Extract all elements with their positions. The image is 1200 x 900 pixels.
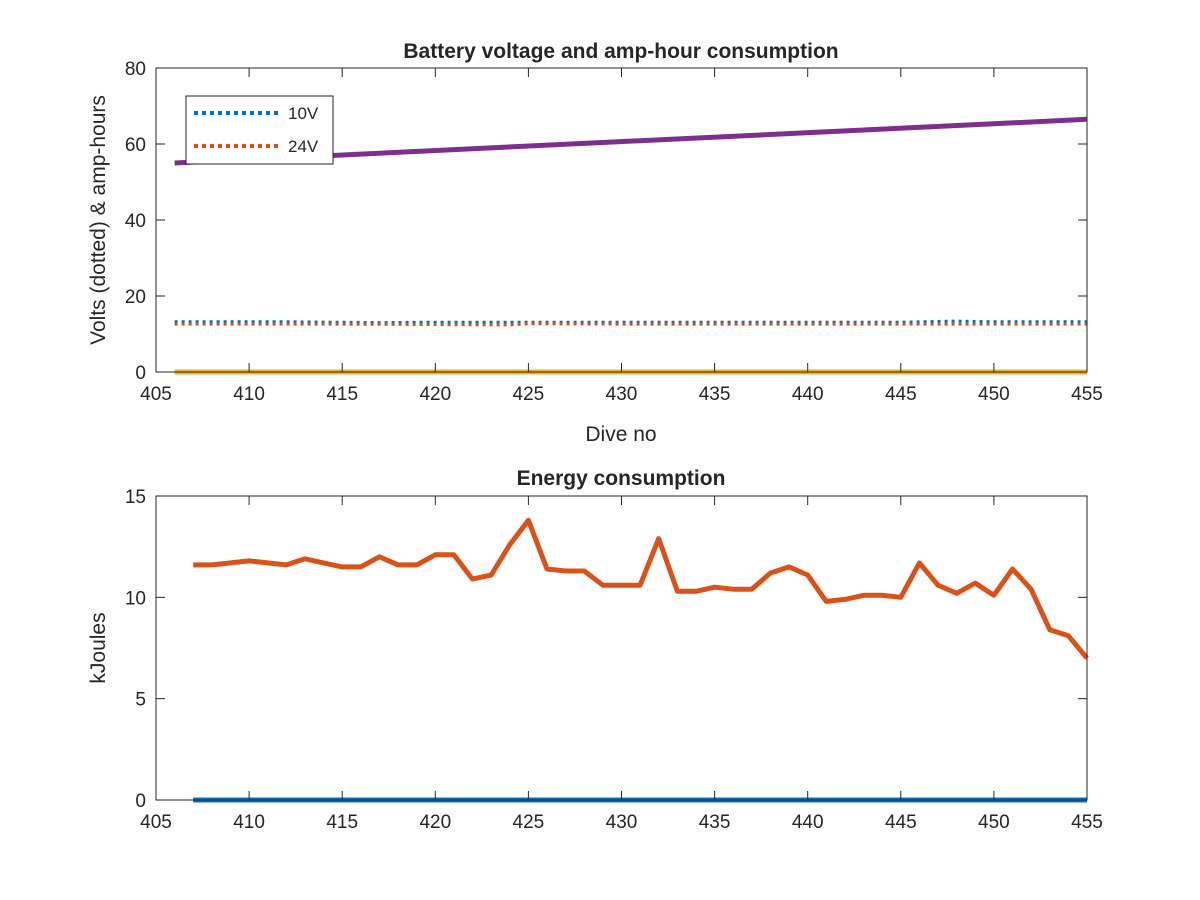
voltage-plot-xtick-label: 450 — [978, 384, 1010, 405]
legend-label-24v: 24V — [288, 137, 319, 156]
voltage-plot-title: Battery voltage and amp-hour consumption — [403, 40, 838, 63]
energy-plot-xtick-label: 410 — [233, 812, 265, 833]
voltage-plot-series-24v-line — [174, 322, 1087, 327]
voltage-plot-xtick-label: 435 — [699, 384, 731, 405]
energy-plot-ytick-label: 5 — [135, 690, 146, 711]
energy-plot-xtick-label: 450 — [978, 812, 1010, 833]
voltage-plot-ylabel: Volts (dotted) & amp-hours — [87, 95, 110, 345]
voltage-plot-xtick-label: 440 — [792, 384, 824, 405]
legend-box — [185, 95, 334, 165]
energy-plot-ytick-label: 0 — [135, 791, 146, 812]
voltage-plot-xtick-label: 420 — [419, 384, 451, 405]
energy-plot-xtick-label: 425 — [513, 812, 545, 833]
energy-plot-ylabel: kJoules — [87, 612, 110, 683]
voltage-plot-legend: 10V 24V — [185, 95, 334, 165]
voltage-plot-xtick-label: 425 — [513, 384, 545, 405]
voltage-plot-ytick-label: 80 — [125, 59, 146, 80]
energy-plot-xtick-label: 430 — [606, 812, 638, 833]
voltage-amphour-plot: Battery voltage and amp-hour consumption… — [87, 40, 1103, 446]
energy-plot-xtick-label: 415 — [326, 812, 358, 833]
voltage-plot-xtick-label: 410 — [233, 384, 265, 405]
voltage-plot-xtick-label: 430 — [606, 384, 638, 405]
voltage-plot-ytick-label: 40 — [125, 211, 146, 232]
voltage-plot-ytick-label: 20 — [125, 287, 146, 308]
voltage-plot-ytick-label: 0 — [135, 363, 146, 384]
voltage-plot-xtick-label: 455 — [1071, 384, 1103, 405]
energy-plot-ytick-label: 15 — [125, 487, 146, 508]
energy-plot: Energy consumption 405 410 415 420 425 430 435… — [87, 467, 1103, 833]
energy-plot-ytick-label: 10 — [125, 588, 146, 609]
voltage-plot-ytick-label: 60 — [125, 135, 146, 156]
energy-plot-ticks: 405 410 415 420 425 430 435 440 445 450 455 0 5 10 15 — [125, 487, 1103, 833]
voltage-plot-xtick-label: 405 — [140, 384, 172, 405]
energy-plot-xtick-label: 445 — [885, 812, 917, 833]
energy-plot-title: Energy consumption — [517, 467, 726, 490]
energy-plot-xtick-label: 420 — [419, 812, 451, 833]
legend-label-10v: 10V — [288, 104, 319, 123]
voltage-plot-series-10v-line — [174, 319, 1087, 325]
voltage-plot-xtick-label: 445 — [885, 384, 917, 405]
energy-plot-xtick-label: 435 — [699, 812, 731, 833]
voltage-plot-xlabel: Dive no — [585, 423, 656, 446]
energy-plot-series-0-line — [193, 517, 1089, 660]
voltage-plot-ticks: 405 410 415 420 425 430 435 440 445 450 455 0 20 40 60… — [125, 59, 1103, 405]
voltage-plot-xtick-label: 415 — [326, 384, 358, 405]
energy-plot-xtick-label: 455 — [1071, 812, 1103, 833]
energy-plot-xtick-label: 405 — [140, 812, 172, 833]
energy-plot-xtick-label: 440 — [792, 812, 824, 833]
